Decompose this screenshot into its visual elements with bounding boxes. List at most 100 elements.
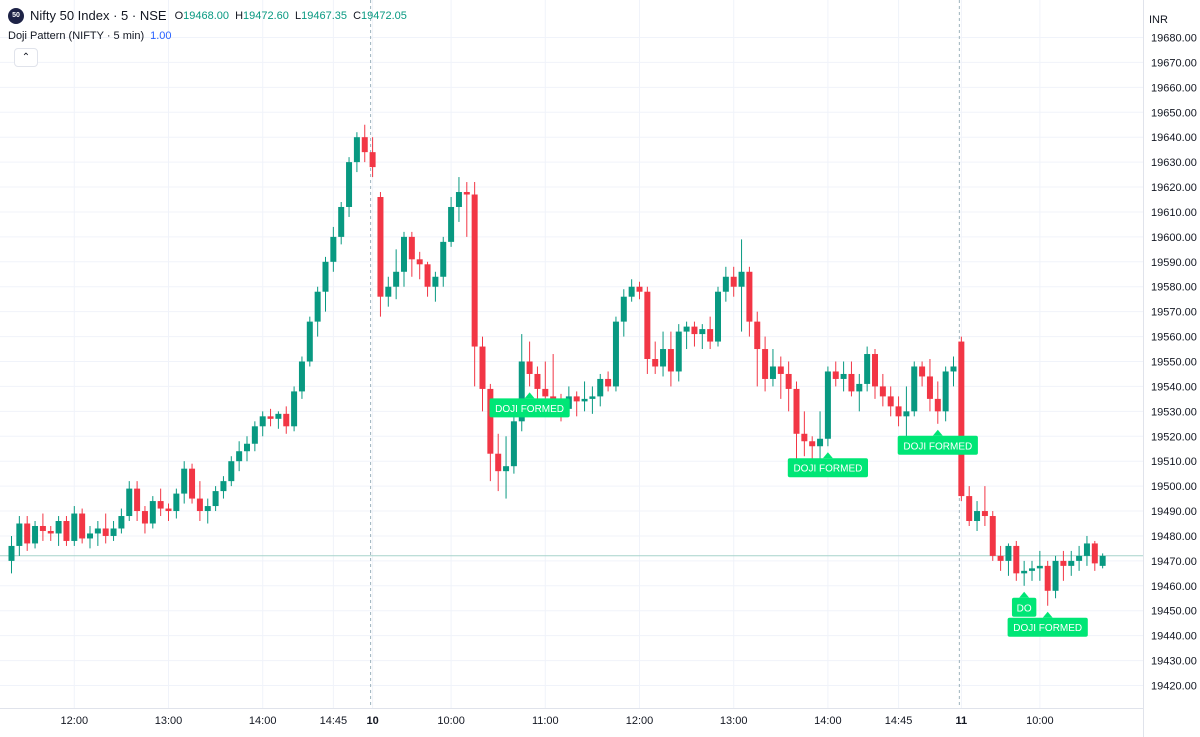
candle-body <box>950 366 957 372</box>
candle <box>652 341 659 374</box>
doji-label-text: DOJI FORMED <box>1013 623 1082 634</box>
candle <box>612 316 619 392</box>
candle <box>817 411 824 467</box>
time-tick-label: 12:00 <box>61 715 89 727</box>
candle-body <box>408 236 415 260</box>
candle <box>118 508 125 534</box>
candle-body <box>448 206 455 242</box>
candle <box>126 481 133 522</box>
time-tick-label: 14:45 <box>885 715 913 727</box>
time-tick-label: 11 <box>956 715 968 727</box>
doji-label: DOJI FORMED <box>787 452 868 478</box>
candle-body <box>16 523 23 546</box>
candle <box>887 386 894 417</box>
indicator-name[interactable]: Doji Pattern (NIFTY · 5 min) <box>8 30 145 42</box>
candle-body <box>974 511 981 522</box>
candle-body <box>314 291 321 322</box>
candle-body <box>777 366 784 374</box>
candle-body <box>47 530 54 534</box>
candle-body <box>887 396 894 407</box>
candle-body <box>1036 565 1043 569</box>
candle <box>1044 560 1051 606</box>
candle <box>330 226 337 272</box>
candle <box>824 366 831 447</box>
doji-label: DOJI FORMED <box>489 392 570 418</box>
ohlc-values: O19468.00 H19472.60 L19467.35 C19472.05 <box>175 8 410 24</box>
doji-label-pointer <box>932 429 943 436</box>
candle <box>440 236 447 287</box>
candle-body <box>298 361 305 392</box>
candle-body <box>612 321 619 387</box>
candle <box>1005 543 1012 576</box>
doji-label-box <box>489 398 570 418</box>
candle-body <box>864 354 871 384</box>
price-tick-label: 19590.00 <box>1151 257 1197 269</box>
candle-body <box>526 361 533 374</box>
candle <box>989 511 996 561</box>
price-tick-label: 19510.00 <box>1151 456 1197 468</box>
candle-body <box>416 259 423 265</box>
time-tick-label: 13:00 <box>720 715 748 727</box>
price-tick-label: 19420.00 <box>1151 681 1197 693</box>
candle <box>903 386 910 437</box>
price-tick-label: 19610.00 <box>1151 207 1197 219</box>
candle-body <box>330 236 337 262</box>
price-tick-label: 19570.00 <box>1151 307 1197 319</box>
candle <box>244 436 250 462</box>
candle-body <box>118 516 125 529</box>
doji-label-pointer <box>1042 611 1053 618</box>
candle-body <box>189 468 196 499</box>
candle <box>236 441 243 472</box>
candle <box>393 249 400 300</box>
candle-body <box>259 416 266 427</box>
candle <box>919 361 926 387</box>
candle-body <box>463 192 470 195</box>
candle-body <box>636 286 643 292</box>
time-tick-label: 10 <box>366 715 378 727</box>
candle <box>377 192 384 317</box>
candle <box>589 386 596 414</box>
candle <box>950 356 957 387</box>
candle <box>134 481 141 522</box>
candle <box>683 321 690 350</box>
candle <box>872 349 878 399</box>
candle-body <box>722 276 729 292</box>
candle <box>173 488 180 519</box>
candle <box>79 508 86 544</box>
candle <box>102 513 109 544</box>
symbol-title[interactable]: Nifty 50 Index · 5 · NSE <box>30 8 167 23</box>
candle <box>573 391 580 417</box>
candle <box>24 516 31 551</box>
candle <box>141 506 148 534</box>
candle <box>730 266 737 297</box>
candle-body <box>691 326 698 335</box>
candle <box>149 496 156 529</box>
candle <box>777 356 784 399</box>
candle-body <box>981 511 988 517</box>
indicator-value: 1.00 <box>150 30 172 42</box>
time-tick-label: 10:00 <box>1026 715 1054 727</box>
candle <box>856 373 863 412</box>
candle-body <box>801 433 808 442</box>
candle-body <box>32 525 39 544</box>
candle <box>275 411 282 429</box>
time-tick-label: 10:00 <box>437 715 465 727</box>
candle <box>204 498 211 524</box>
chevron-up-icon[interactable]: ⌃ <box>14 48 38 67</box>
candle <box>306 316 313 367</box>
candle-body <box>824 371 831 439</box>
candle-body <box>8 545 15 561</box>
candle <box>793 381 800 462</box>
candle-body <box>1005 545 1012 561</box>
candle <box>644 286 651 374</box>
candle <box>353 132 360 173</box>
candle-body <box>228 461 235 482</box>
candle-body <box>872 354 878 387</box>
candle-body <box>675 331 682 372</box>
candle-body <box>361 137 368 153</box>
candle-body <box>699 329 706 335</box>
candle <box>338 201 345 245</box>
price-tick-label: 19540.00 <box>1151 381 1197 393</box>
candle-body <box>346 162 353 207</box>
